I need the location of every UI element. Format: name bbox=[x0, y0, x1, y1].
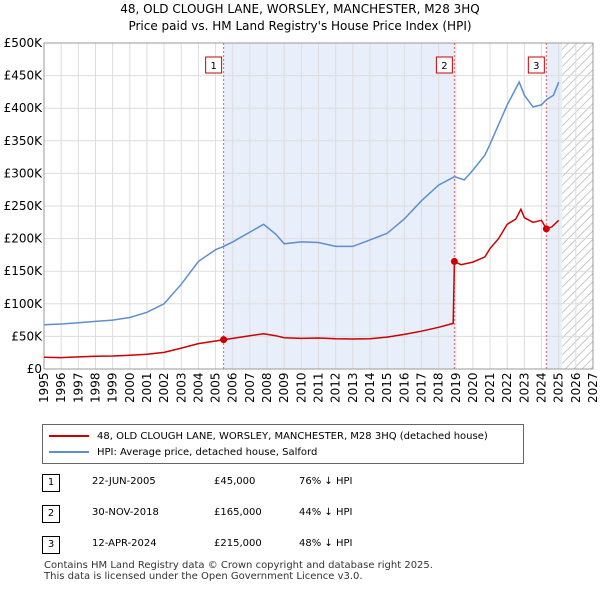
y-tick-label: £300K bbox=[4, 166, 44, 180]
sale-number-badge: 3 bbox=[42, 536, 60, 554]
y-tick-label: £150K bbox=[4, 264, 44, 278]
sale-marker-label: 2 bbox=[441, 61, 447, 72]
x-tick-label: 2004 bbox=[191, 372, 205, 403]
sale-marker-label: 1 bbox=[210, 61, 216, 72]
x-tick-label: 2022 bbox=[500, 372, 514, 403]
sale-row: 2 30-NOV-2018 £165,000 44% ↓ HPI bbox=[42, 505, 442, 523]
sale-marker-box bbox=[205, 56, 223, 74]
x-tick-label: 2007 bbox=[243, 372, 257, 403]
sale-number-badge: 2 bbox=[42, 505, 60, 523]
property-price-line bbox=[43, 207, 560, 359]
x-tick-label: 2006 bbox=[226, 372, 240, 403]
sale-price: £165,000 bbox=[214, 507, 262, 518]
y-tick-label: £200K bbox=[4, 232, 44, 246]
sale-date: 12-APR-2024 bbox=[92, 538, 157, 549]
x-tick-label: 2027 bbox=[586, 372, 600, 403]
chart-title-line2: Price paid vs. HM Land Registry's House … bbox=[128, 19, 472, 33]
sale-point bbox=[450, 257, 458, 265]
price-chart: 1 2 3 £0 £50K £100K £150K £200K £250K £300K £350K… bbox=[4, 36, 600, 403]
footer: Contains HM Land Registry data © Crown c… bbox=[44, 560, 433, 582]
x-tick-label: 2026 bbox=[569, 372, 583, 403]
x-tick-label: 2003 bbox=[174, 372, 188, 403]
y-tick-label: £0 bbox=[27, 362, 42, 376]
x-tick-label: 2005 bbox=[209, 372, 223, 403]
x-tick-label: 2009 bbox=[277, 372, 291, 403]
x-tick-label: 2015 bbox=[380, 372, 394, 403]
x-tick-label: 2024 bbox=[535, 372, 549, 403]
sale-point bbox=[220, 336, 228, 344]
x-tick-label: 2011 bbox=[312, 372, 326, 403]
plot-frame bbox=[43, 42, 594, 370]
x-tick-label: 2020 bbox=[466, 372, 480, 403]
sale-row: 1 22-JUN-2005 £45,000 76% ↓ HPI bbox=[42, 474, 442, 492]
sale-number-badge: 1 bbox=[42, 474, 60, 492]
y-tick-label: £500K bbox=[4, 36, 44, 50]
sale-price: £45,000 bbox=[214, 476, 256, 487]
x-tick-label: 2021 bbox=[483, 372, 497, 403]
legend: 48, OLD CLOUGH LANE, WORSLEY, MANCHESTER… bbox=[42, 424, 524, 464]
sale-price: £215,000 bbox=[214, 538, 262, 549]
x-tick-label: 2000 bbox=[123, 372, 137, 403]
footer-licence: This data is licensed under the Open Gov… bbox=[44, 571, 363, 582]
x-tick-label: 1997 bbox=[71, 372, 85, 403]
y-tick-label: £50K bbox=[11, 329, 43, 343]
sale-hpi-diff: 44% ↓ HPI bbox=[299, 507, 353, 518]
footer-copyright: Contains HM Land Registry data © Crown c… bbox=[44, 560, 433, 571]
sale-hpi-diff: 48% ↓ HPI bbox=[299, 538, 353, 549]
y-tick-label: £450K bbox=[4, 69, 44, 83]
sale-date: 22-JUN-2005 bbox=[92, 476, 156, 487]
x-tick-label: 2025 bbox=[552, 372, 566, 403]
x-tick-label: 2019 bbox=[449, 372, 463, 403]
x-tick-label: 2023 bbox=[517, 372, 531, 403]
sale-row: 3 12-APR-2024 £215,000 48% ↓ HPI bbox=[42, 536, 442, 554]
x-tick-label: 2002 bbox=[157, 372, 171, 403]
legend-swatch-hpi bbox=[49, 451, 89, 453]
sale-hpi-diff: 76% ↓ HPI bbox=[299, 476, 353, 487]
x-tick-label: 2016 bbox=[397, 372, 411, 403]
x-tick-label: 1999 bbox=[106, 372, 120, 403]
sale-marker-box bbox=[435, 56, 453, 74]
x-tick-label: 1995 bbox=[37, 372, 51, 403]
legend-item-property: 48, OLD CLOUGH LANE, WORSLEY, MANCHESTER… bbox=[49, 429, 488, 443]
chart-title-line1: 48, OLD CLOUGH LANE, WORSLEY, MANCHESTER… bbox=[120, 2, 480, 16]
x-tick-label: 1996 bbox=[54, 372, 68, 403]
sale-marker-label: 3 bbox=[533, 61, 539, 72]
x-tick-label: 2012 bbox=[329, 372, 343, 403]
sale-point bbox=[542, 225, 550, 233]
y-tick-label: £350K bbox=[4, 134, 44, 148]
legend-swatch-property bbox=[49, 435, 89, 437]
x-tick-label: 2013 bbox=[346, 372, 360, 403]
sale-marker-box bbox=[527, 56, 545, 74]
x-tick-label: 2010 bbox=[294, 372, 308, 403]
sale-date: 30-NOV-2018 bbox=[92, 507, 159, 518]
legend-label-hpi: HPI: Average price, detached house, Salf… bbox=[97, 446, 318, 458]
y-tick-label: £250K bbox=[4, 199, 44, 213]
x-tick-label: 2017 bbox=[414, 372, 428, 403]
hpi-line bbox=[43, 80, 560, 326]
x-tick-label: 2018 bbox=[432, 372, 446, 403]
x-tick-label: 2008 bbox=[260, 372, 274, 403]
x-tick-label: 1998 bbox=[88, 372, 102, 403]
x-tick-label: 2014 bbox=[363, 372, 377, 403]
y-tick-label: £100K bbox=[4, 297, 44, 311]
y-tick-label: £400K bbox=[4, 101, 44, 115]
legend-label-property: 48, OLD CLOUGH LANE, WORSLEY, MANCHESTER… bbox=[97, 430, 488, 442]
legend-item-hpi: HPI: Average price, detached house, Salf… bbox=[49, 445, 317, 459]
x-tick-label: 2001 bbox=[140, 372, 154, 403]
